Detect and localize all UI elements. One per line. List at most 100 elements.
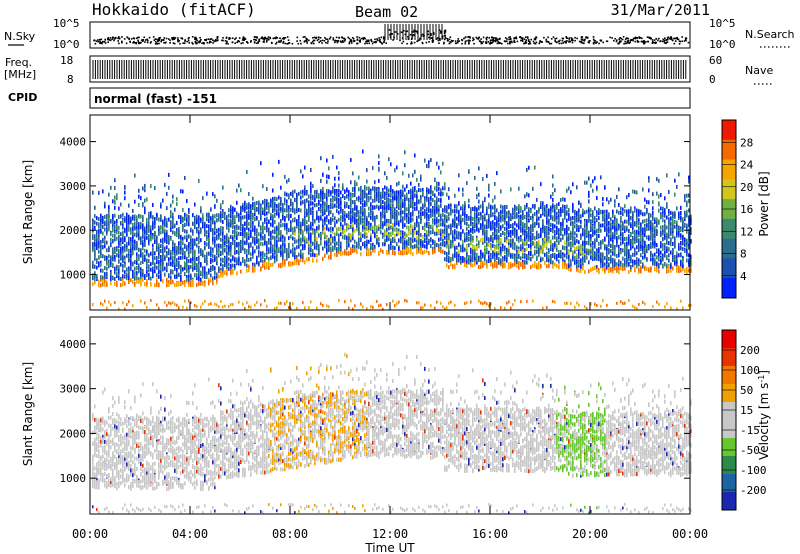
nsky-point <box>520 37 523 39</box>
heatmap-cell <box>274 255 276 260</box>
heatmap-cell <box>374 198 376 203</box>
nsky-point <box>311 40 314 43</box>
heatmap-cell <box>352 171 354 176</box>
heatmap-cell <box>318 244 320 248</box>
heatmap-cell <box>312 249 314 253</box>
heatmap-cell <box>214 302 216 306</box>
heatmap-cell <box>340 252 342 256</box>
heatmap-cell <box>354 187 356 192</box>
heatmap-cell <box>414 169 416 174</box>
heatmap-cell <box>274 240 276 244</box>
nsky-point <box>324 36 326 39</box>
nsky-point <box>351 36 354 39</box>
heatmap-cell <box>338 188 340 193</box>
heatmap-cell <box>278 213 280 217</box>
heatmap-cell <box>284 302 286 306</box>
nsky-point <box>135 41 138 44</box>
heatmap-cell <box>174 231 176 236</box>
heatmap-cell <box>248 264 250 269</box>
heatmap-cell <box>238 231 240 236</box>
heatmap-cell <box>164 300 166 304</box>
heatmap-cell <box>244 234 246 239</box>
nsky-point <box>332 37 335 39</box>
nsky-point <box>356 38 359 41</box>
heatmap-cell <box>212 276 214 281</box>
heatmap-cell <box>154 262 156 267</box>
heatmap-cell <box>236 231 238 236</box>
nsky-point <box>244 38 247 40</box>
nsky-point <box>439 39 441 41</box>
heatmap-cell <box>186 213 188 218</box>
heatmap-cell <box>174 246 176 251</box>
nsky-point <box>565 37 568 39</box>
nsky-point <box>99 40 101 43</box>
nsky-point <box>184 40 186 42</box>
nsky-point <box>282 40 285 43</box>
heatmap-cell <box>306 237 308 242</box>
heatmap-cell <box>114 229 116 234</box>
heatmap-cell <box>292 190 294 195</box>
nsky-point <box>620 40 622 42</box>
heatmap-cell <box>390 192 392 197</box>
heatmap-cell <box>396 202 398 207</box>
heatmap-cell <box>118 215 120 219</box>
nsky-point <box>117 40 119 42</box>
heatmap-cell <box>234 247 236 252</box>
heatmap-cell <box>368 206 370 211</box>
heatmap-cell <box>242 205 244 209</box>
nsky-point <box>561 39 564 42</box>
nsky-point <box>494 40 497 43</box>
heatmap-cell <box>136 231 138 236</box>
heatmap-cell <box>342 186 344 191</box>
heatmap-cell <box>208 219 210 223</box>
nsky-point <box>267 38 270 41</box>
nsky-point <box>329 38 331 40</box>
heatmap-cell <box>170 280 172 285</box>
heatmap-cell <box>182 208 184 212</box>
heatmap-cell <box>172 269 174 274</box>
nsky-point <box>438 29 441 31</box>
heatmap-cell <box>154 269 156 274</box>
nsky-point <box>507 42 509 45</box>
heatmap-cell <box>266 255 268 260</box>
heatmap-cell <box>344 190 346 194</box>
heatmap-cell <box>294 218 296 223</box>
heatmap-cell <box>400 214 402 219</box>
nsky-point <box>270 41 273 44</box>
heatmap-cell <box>174 207 176 212</box>
heatmap-cell <box>176 202 178 207</box>
heatmap-cell <box>392 196 394 201</box>
heatmap-cell <box>408 207 410 212</box>
heatmap-cell <box>196 243 198 248</box>
nsky-point <box>210 38 213 40</box>
heatmap-cell <box>198 245 200 250</box>
nsky-point <box>485 41 487 43</box>
heatmap-cell <box>324 240 326 245</box>
nsky-point <box>278 40 280 42</box>
heatmap-cell <box>242 302 244 306</box>
heatmap-cell <box>398 211 400 216</box>
freq-label-line1: Freq. <box>5 56 32 69</box>
heatmap-cell <box>382 209 384 213</box>
heatmap-cell <box>190 235 192 240</box>
heatmap-cell <box>392 223 394 228</box>
heatmap-cell <box>130 248 132 253</box>
heatmap-cell <box>164 217 166 222</box>
heatmap-cell <box>180 255 182 260</box>
heatmap-cell <box>228 251 230 256</box>
heatmap-cell <box>324 232 326 237</box>
heatmap-cell <box>244 261 246 266</box>
heatmap-cell <box>230 303 232 307</box>
heatmap-cell <box>362 211 364 216</box>
heatmap-cell <box>204 282 206 287</box>
nsky-point <box>234 38 236 41</box>
heatmap-cell <box>202 196 204 201</box>
heatmap-cell <box>412 217 414 222</box>
heatmap-cell <box>302 237 304 242</box>
heatmap-cell <box>338 245 340 250</box>
heatmap-cell <box>136 266 138 271</box>
heatmap-cell <box>204 241 206 246</box>
heatmap-cell <box>170 275 172 280</box>
heatmap-cell <box>414 206 416 211</box>
heatmap-cell <box>110 277 112 282</box>
